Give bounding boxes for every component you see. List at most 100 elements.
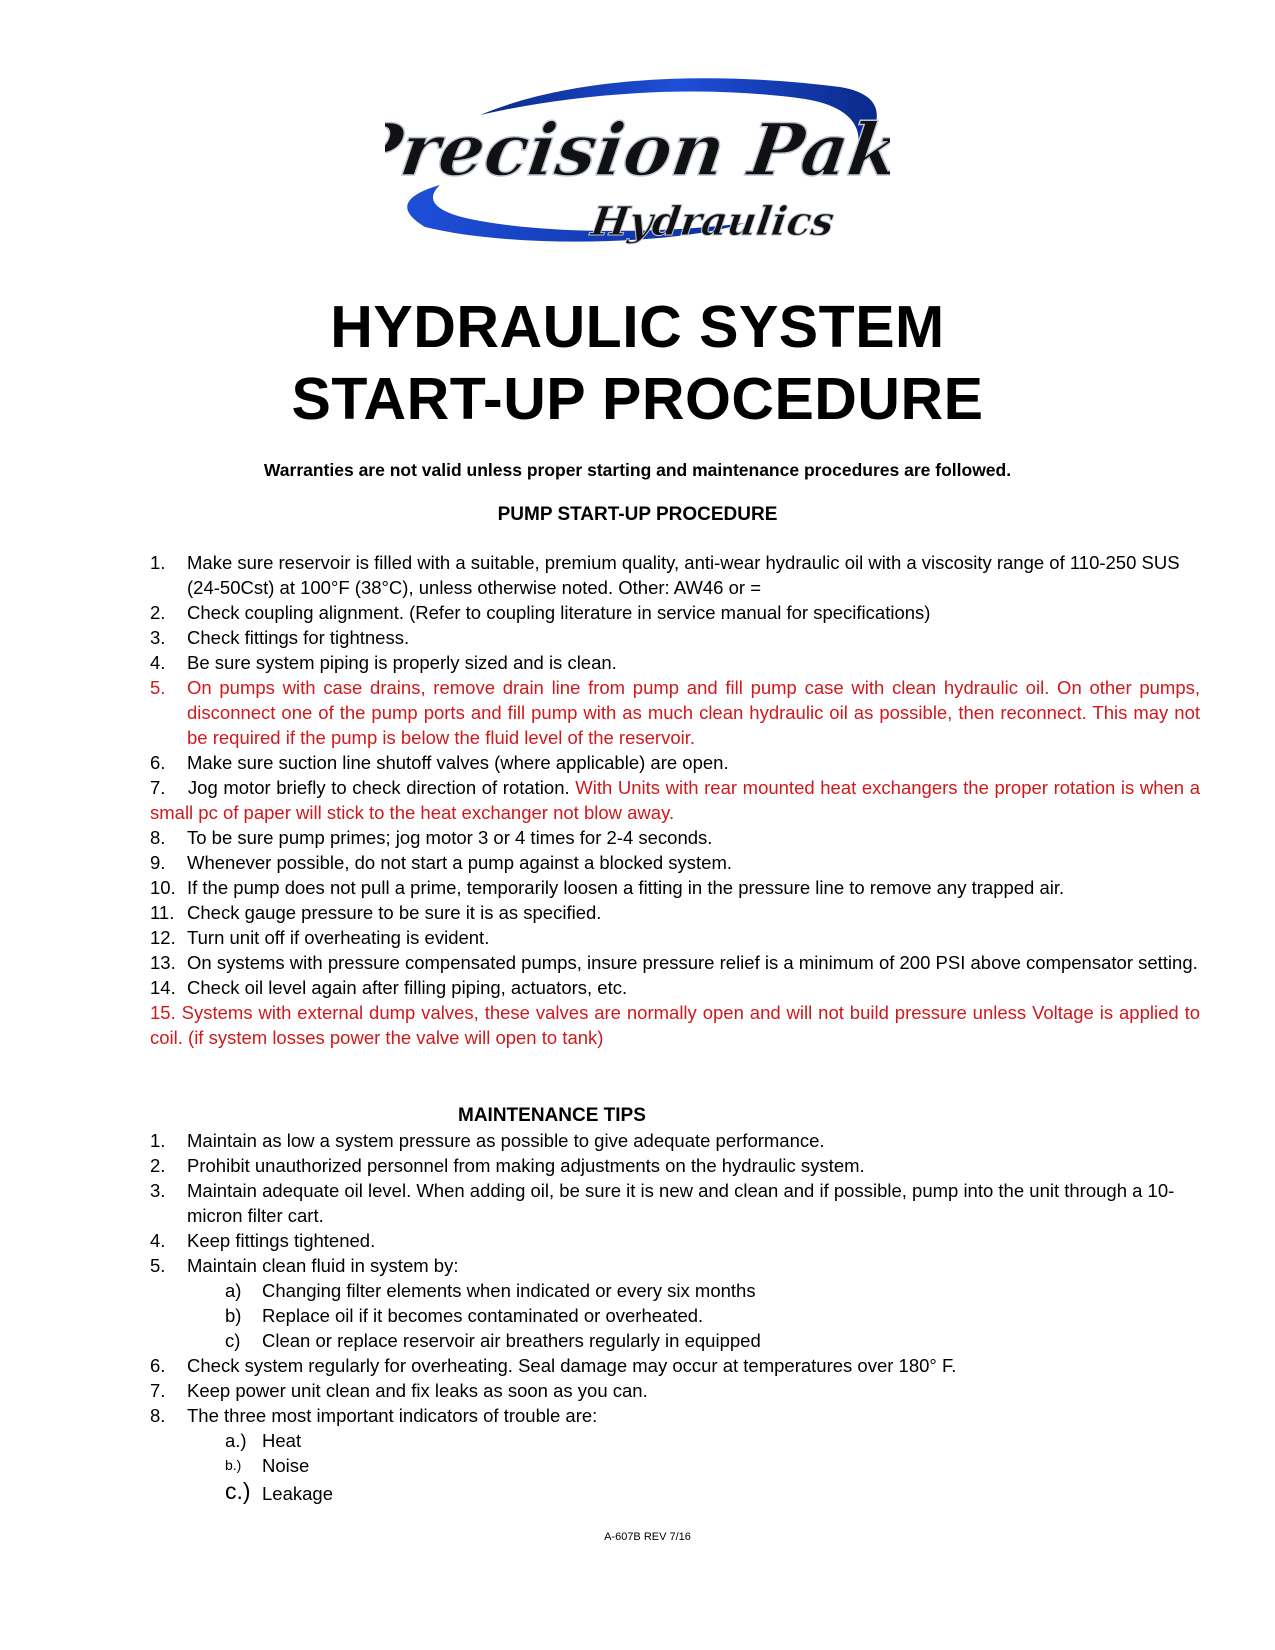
item-number: 2. xyxy=(150,602,166,623)
list-item: 4. Be sure system piping is properly size… xyxy=(150,650,1200,675)
list-item: 7. Jog motor briefly to check direction … xyxy=(150,775,1200,825)
item-text: Make sure reservoir is filled with a sui… xyxy=(187,552,1180,598)
list-item: 3. Check fittings for tightness. xyxy=(150,625,1200,650)
item-number: 3. xyxy=(150,627,166,648)
page-title-line-2: START-UP PROCEDURE xyxy=(291,366,984,432)
list-item: 13. On systems with pressure compensated … xyxy=(150,950,1200,975)
maintenance-tips-list: 1. Maintain as low a system pressure as p… xyxy=(150,1128,1200,1506)
item-letter: b) xyxy=(225,1305,242,1326)
item-text: On systems with pressure compensated pum… xyxy=(187,952,1198,973)
item-letter: c.) xyxy=(225,1478,251,1504)
item-text: Check gauge pressure to be sure it is as… xyxy=(187,902,602,923)
item-number: 10. xyxy=(150,877,176,898)
list-item: 1. Maintain as low a system pressure as p… xyxy=(150,1128,1200,1153)
item-text: Be sure system piping is properly sized … xyxy=(187,652,617,673)
sub-list-item: b.) Noise xyxy=(150,1453,1200,1478)
item-number: 8. xyxy=(150,827,166,848)
list-item: 5. Maintain clean fluid in system by: xyxy=(150,1253,1200,1278)
list-item: 4. Keep fittings tightened. xyxy=(150,1228,1200,1253)
list-item: 2. Prohibit unauthorized personnel from m… xyxy=(150,1153,1200,1178)
item-number: 15. xyxy=(150,1002,176,1023)
sub-list-item: a) Changing filter elements when indicate… xyxy=(150,1278,1200,1303)
item-letter: c) xyxy=(225,1330,241,1351)
pump-procedure-heading: PUMP START-UP PROCEDURE xyxy=(497,504,778,525)
item-text: Jog motor briefly to check direction of … xyxy=(187,777,576,798)
list-item: 7. Keep power unit clean and fix leaks as… xyxy=(150,1378,1200,1403)
logo-text-hydraulics: Hydraulics xyxy=(587,198,837,245)
item-text: Check system regularly for overheating. … xyxy=(187,1355,957,1376)
item-text: Noise xyxy=(262,1455,310,1476)
item-text: On pumps with case drains, remove drain … xyxy=(187,677,1200,748)
list-item: 8. The three most important indicators of… xyxy=(150,1403,1200,1428)
item-number: 4. xyxy=(150,652,166,673)
item-text: To be sure pump primes; jog motor 3 or 4… xyxy=(187,827,713,848)
item-text: Systems with external dump valves, these… xyxy=(150,1002,1200,1048)
list-item: 2. Check coupling alignment. (Refer to co… xyxy=(150,600,1200,625)
item-text: Clean or replace reservoir air breathers… xyxy=(262,1330,761,1351)
item-text: Turn unit off if overheating is evident. xyxy=(187,927,490,948)
item-number: 7. xyxy=(150,777,166,798)
list-item-warning: 5. On pumps with case drains, remove drai… xyxy=(150,675,1200,750)
item-text-warning: With Units with rear mounted heat exchan… xyxy=(150,777,1200,823)
list-item: 3. Maintain adequate oil level. When addi… xyxy=(150,1178,1200,1228)
item-letter: a.) xyxy=(225,1430,247,1451)
item-number: 1. xyxy=(150,1130,166,1151)
logo-text-precision-pak: Precision Pak xyxy=(385,108,890,193)
list-item: 11. Check gauge pressure to be sure it is… xyxy=(150,900,1200,925)
item-number: 12. xyxy=(150,927,176,948)
list-item: 9. Whenever possible, do not start a pump… xyxy=(150,850,1200,875)
item-text: If the pump does not pull a prime, tempo… xyxy=(187,877,1065,898)
list-item: 6. Check system regularly for overheating… xyxy=(150,1353,1200,1378)
item-letter: a) xyxy=(225,1280,242,1301)
item-text: Leakage xyxy=(262,1483,333,1504)
item-text: Maintain adequate oil level. When adding… xyxy=(187,1180,1175,1226)
item-number: 3. xyxy=(150,1180,166,1201)
list-item: 6. Make sure suction line shutoff valves … xyxy=(150,750,1200,775)
item-number: 6. xyxy=(150,752,166,773)
document-revision: A-607B REV 7/16 xyxy=(604,1531,691,1543)
item-number: 13. xyxy=(150,952,176,973)
item-number: 6. xyxy=(150,1355,166,1376)
item-text: Check fittings for tightness. xyxy=(187,627,410,648)
item-text: Maintain clean fluid in system by: xyxy=(187,1255,459,1276)
sub-list-item: a.) Heat xyxy=(150,1428,1200,1453)
pump-procedure-list: 1. Make sure reservoir is filled with a s… xyxy=(150,550,1200,1050)
item-number: 1. xyxy=(150,552,166,573)
list-item-warning: 15. Systems with external dump valves, t… xyxy=(150,1000,1200,1050)
item-text: Heat xyxy=(262,1430,302,1451)
list-item: 10. If the pump does not pull a prime, te… xyxy=(150,875,1200,900)
list-item: 14. Check oil level again after filling p… xyxy=(150,975,1200,1000)
list-item: 8. To be sure pump primes; jog motor 3 or… xyxy=(150,825,1200,850)
item-number: 14. xyxy=(150,977,176,998)
item-text: Check coupling alignment. (Refer to coup… xyxy=(187,602,931,623)
item-number: 11. xyxy=(150,902,175,923)
company-logo: Precision Pak Hydraulics xyxy=(338,77,905,262)
item-text: Keep fittings tightened. xyxy=(187,1230,376,1251)
item-number: 2. xyxy=(150,1155,166,1176)
item-text: Check oil level again after filling pipi… xyxy=(187,977,628,998)
sub-list-item: c.) Leakage xyxy=(150,1478,1200,1506)
item-text: Whenever possible, do not start a pump a… xyxy=(187,852,733,873)
item-number: 4. xyxy=(150,1230,166,1251)
maintenance-tips-heading: MAINTENANCE TIPS xyxy=(458,1105,646,1126)
sub-list-item: c) Clean or replace reservoir air breathe… xyxy=(150,1328,1200,1353)
item-text: Keep power unit clean and fix leaks as s… xyxy=(187,1380,648,1401)
warranty-notice: Warranties are not valid unless proper s… xyxy=(263,460,1012,480)
item-number: 5. xyxy=(150,1255,166,1276)
item-text: Replace oil if it becomes contaminated o… xyxy=(262,1305,704,1326)
item-number: 7. xyxy=(150,1380,166,1401)
item-letter: b.) xyxy=(225,1457,242,1473)
item-number: 5. xyxy=(150,677,166,698)
list-item: 1. Make sure reservoir is filled with a s… xyxy=(150,550,1200,600)
item-number: 8. xyxy=(150,1405,166,1426)
item-text: Prohibit unauthorized personnel from mak… xyxy=(187,1155,865,1176)
page-title-line-1: HYDRAULIC SYSTEM xyxy=(330,294,945,360)
logo-graphic: Precision Pak Hydraulics xyxy=(338,78,905,245)
item-text: The three most important indicators of t… xyxy=(187,1405,598,1426)
item-text: Maintain as low a system pressure as pos… xyxy=(187,1130,825,1151)
list-item: 12. Turn unit off if overheating is evide… xyxy=(150,925,1200,950)
item-number: 9. xyxy=(150,852,166,873)
item-text: Changing filter elements when indicated … xyxy=(262,1280,756,1301)
sub-list-item: b) Replace oil if it becomes contaminated… xyxy=(150,1303,1200,1328)
item-text: Make sure suction line shutoff valves (w… xyxy=(187,752,729,773)
